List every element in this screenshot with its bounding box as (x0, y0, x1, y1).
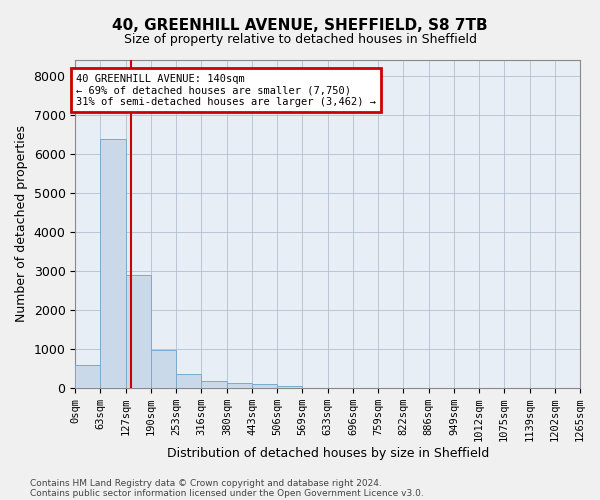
Text: 40 GREENHILL AVENUE: 140sqm
← 69% of detached houses are smaller (7,750)
31% of : 40 GREENHILL AVENUE: 140sqm ← 69% of det… (76, 74, 376, 107)
Bar (126, 274, 151, 388)
Bar (100, 139, 126, 388)
Bar (227, 384, 252, 388)
Text: 40, GREENHILL AVENUE, SHEFFIELD, S8 7TB: 40, GREENHILL AVENUE, SHEFFIELD, S8 7TB (112, 18, 488, 32)
Bar (75, 366, 100, 388)
Bar (176, 374, 202, 388)
Y-axis label: Number of detached properties: Number of detached properties (15, 126, 28, 322)
Bar (277, 386, 302, 388)
Text: Contains public sector information licensed under the Open Government Licence v3: Contains public sector information licen… (30, 488, 424, 498)
X-axis label: Distribution of detached houses by size in Sheffield: Distribution of detached houses by size … (167, 447, 489, 460)
Bar (252, 384, 277, 388)
Text: Contains HM Land Registry data © Crown copyright and database right 2024.: Contains HM Land Registry data © Crown c… (30, 478, 382, 488)
Text: Size of property relative to detached houses in Sheffield: Size of property relative to detached ho… (124, 32, 476, 46)
Bar (151, 350, 176, 388)
Bar (202, 380, 227, 388)
